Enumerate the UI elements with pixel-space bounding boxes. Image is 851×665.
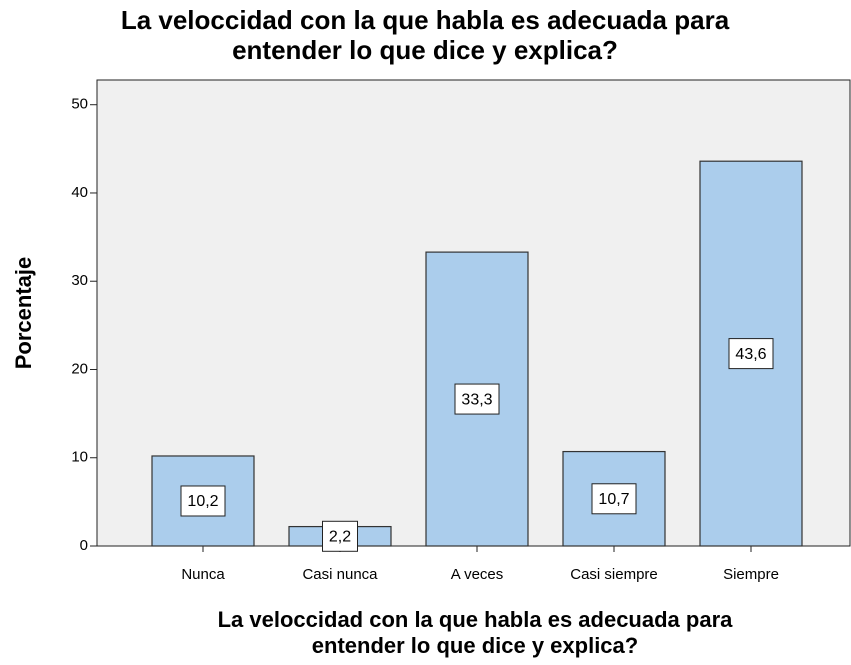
value-label-box [591,483,637,515]
x-tick-label: Siempre [723,566,779,583]
value-label-box [454,383,500,415]
value-label: 2,2 [329,529,351,546]
chart-title: La veloccidad con la que habla es adecua… [121,5,730,35]
chart-title: entender lo que dice y explica? [232,35,618,65]
value-label: 33,3 [461,391,492,408]
x-tick-label: Casi siempre [570,566,658,583]
value-label: 43,6 [735,346,766,363]
y-tick-label: 50 [71,96,88,113]
x-tick-label: Nunca [181,566,225,583]
value-label-box [180,485,226,517]
value-label-box [728,338,774,370]
y-tick-label: 30 [71,272,88,289]
value-label-box [322,520,358,552]
y-tick-label: 20 [71,360,88,377]
x-axis-label: La veloccidad con la que habla es adecua… [218,607,734,632]
y-axis-label: Porcentaje [11,257,36,370]
x-axis-label: entender lo que dice y explica? [312,633,638,658]
y-tick-label: 40 [71,184,88,201]
x-tick-label: A veces [451,566,504,583]
x-tick-label: Casi nunca [302,566,378,583]
y-tick-label: 10 [71,449,88,466]
value-label: 10,2 [187,493,218,510]
y-tick-label: 0 [80,537,88,554]
value-label: 10,7 [598,491,629,508]
